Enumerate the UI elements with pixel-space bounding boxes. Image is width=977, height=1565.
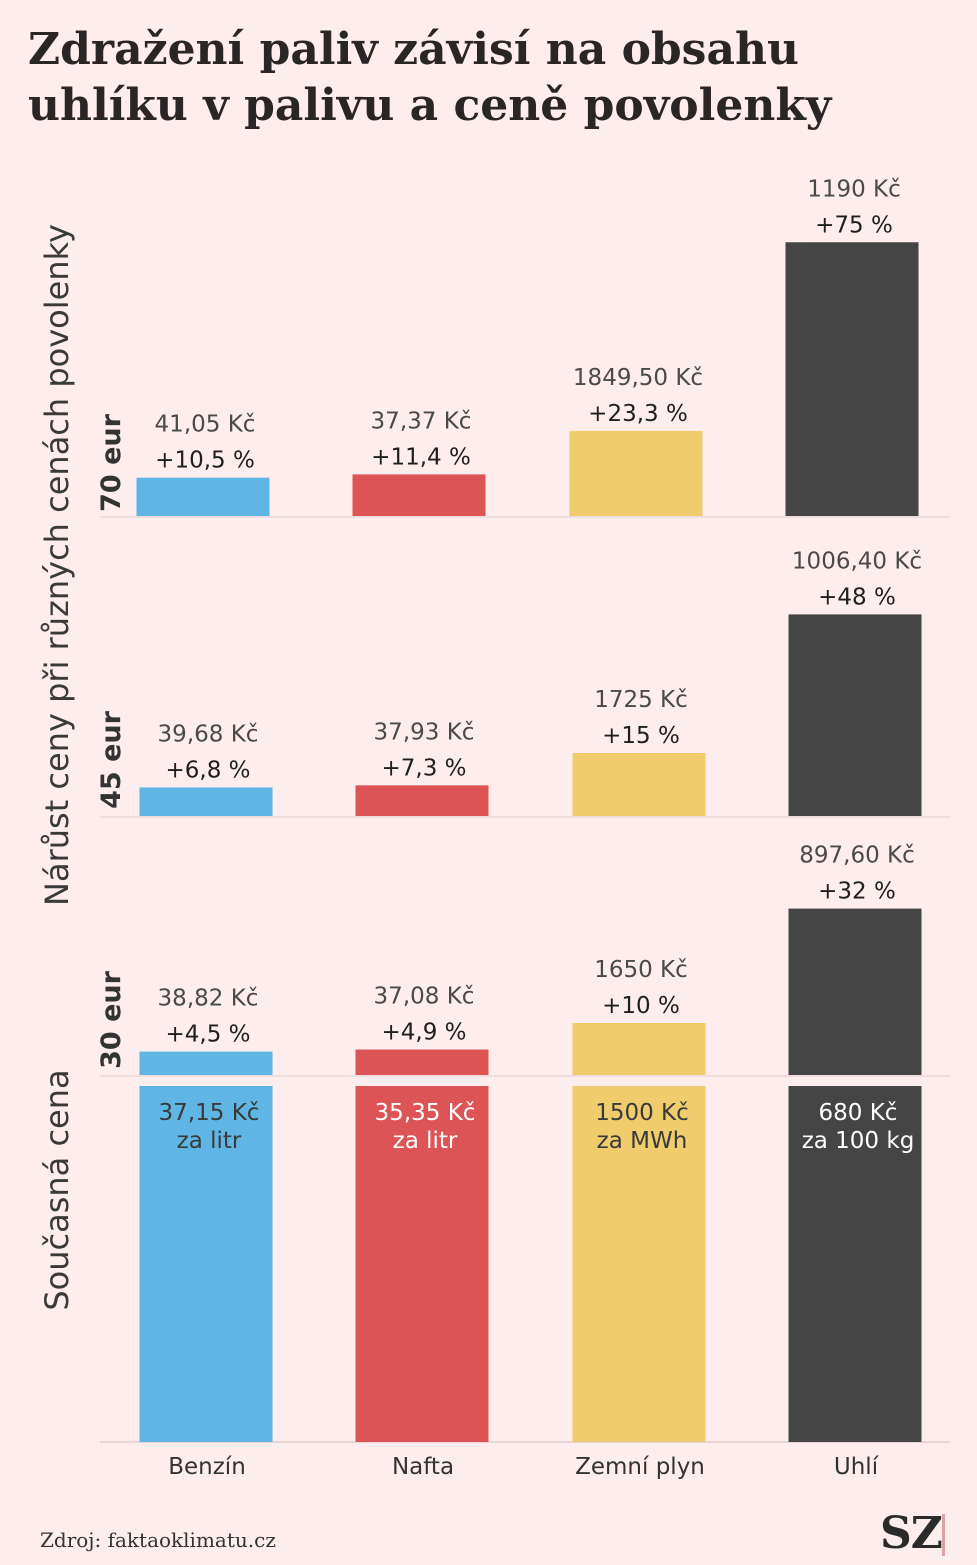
increase-label-benzin: +4,5 % [165,1022,250,1048]
logo-divider [942,1514,945,1556]
base-price-label-zemni-plyn: 1500 Kč [595,1100,689,1126]
price-label-benzin: 39,68 Kč [158,721,259,747]
price-label-zemni-plyn: 1725 Kč [594,687,688,713]
increase-bar-uhli [785,242,919,516]
increase-bar-benzin [139,787,273,816]
row-label-70-eur: 70 eur [96,413,127,512]
base-bar-nafta [355,1086,489,1442]
increase-bar-zemni-plyn [572,753,706,816]
increase-label-benzin: +6,8 % [165,757,250,783]
price-label-nafta: 37,37 Kč [371,408,472,434]
price-label-zemni-plyn: 1650 Kč [594,957,688,983]
increase-label-benzin: +10,5 % [155,448,255,474]
source-note: Zdroj: faktaoklimatu.cz [40,1528,276,1552]
increase-label-zemni-plyn: +15 % [602,723,680,749]
increase-label-nafta: +11,4 % [371,444,471,470]
increase-label-nafta: +7,3 % [381,755,466,781]
base-price-label-nafta: 35,35 Kč [375,1100,476,1126]
row-label-45-eur: 45 eur [96,710,127,809]
increase-label-zemni-plyn: +23,3 % [588,401,688,427]
increase-bar-nafta [355,1049,489,1075]
chart-title: Zdražení paliv závisí na obsahu uhlíku v… [28,24,832,131]
price-label-zemni-plyn: 1849,50 Kč [573,365,703,391]
category-label-nafta: Nafta [392,1454,454,1480]
base-price-label-benzin: 37,15 Kč [159,1100,260,1126]
increase-bar-uhli [788,614,922,816]
increase-bar-zemni-plyn [569,430,703,516]
vertical-label-current: Současná cena [38,1069,76,1310]
price-label-uhli: 1006,40 Kč [792,548,922,574]
base-price-label-uhli: 680 Kč [819,1100,898,1126]
price-label-nafta: 37,93 Kč [374,719,475,745]
base-unit-label-benzin: za litr [177,1128,242,1154]
price-label-nafta: 37,08 Kč [374,984,475,1010]
price-label-benzin: 41,05 Kč [155,412,256,438]
increase-bar-benzin [139,1051,273,1075]
increase-label-uhli: +75 % [815,212,893,238]
increase-bar-benzin [136,477,270,516]
base-unit-label-zemni-plyn: za MWh [597,1128,688,1154]
increase-bar-zemni-plyn [572,1023,706,1075]
price-label-uhli: 1190 Kč [807,176,901,202]
base-unit-label-uhli: za 100 kg [802,1128,915,1154]
vertical-label-increase: Nárůst ceny při různých cenách povolenky [38,224,76,906]
publisher-logo: SZ [880,1508,943,1559]
row-label-30-eur: 30 eur [96,970,127,1069]
increase-bar-uhli [788,908,922,1075]
base-bar-zemni-plyn [572,1086,706,1442]
category-label-benzin: Benzín [168,1454,246,1480]
base-bar-benzin [139,1086,273,1442]
increase-label-uhli: +32 % [818,879,896,905]
increase-bar-nafta [352,474,486,516]
category-label-uhli: Uhlí [834,1454,879,1480]
price-label-benzin: 38,82 Kč [158,986,259,1012]
category-label-zemni-plyn: Zemní plyn [575,1454,705,1480]
base-unit-label-nafta: za litr [393,1128,458,1154]
increase-bar-nafta [355,785,489,816]
increase-label-nafta: +4,9 % [381,1020,466,1046]
base-bar-uhli [788,1086,922,1442]
price-label-uhli: 897,60 Kč [799,843,915,869]
increase-label-uhli: +48 % [818,584,896,610]
increase-label-zemni-plyn: +10 % [602,993,680,1019]
